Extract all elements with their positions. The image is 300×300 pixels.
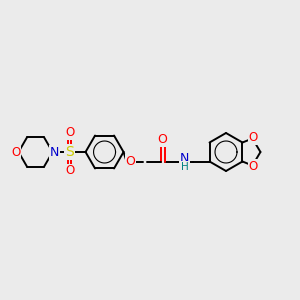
Text: O: O (65, 127, 74, 140)
Text: N: N (180, 152, 189, 165)
Text: N: N (50, 146, 59, 158)
Text: O: O (249, 131, 258, 144)
Text: O: O (11, 146, 20, 158)
Text: O: O (249, 160, 258, 173)
Text: H: H (181, 161, 188, 172)
Text: O: O (65, 164, 74, 178)
Text: S: S (65, 145, 74, 159)
Text: O: O (126, 155, 136, 168)
Text: O: O (158, 133, 167, 146)
